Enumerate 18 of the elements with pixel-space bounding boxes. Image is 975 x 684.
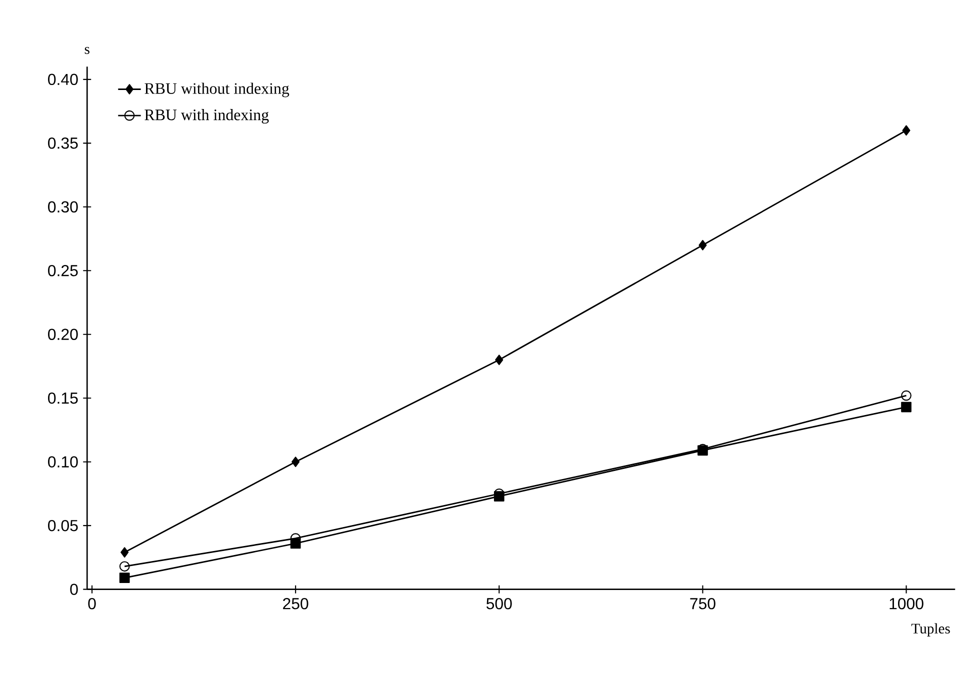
y-tick-label: 0.30 bbox=[48, 201, 78, 213]
legend-label: RBU with indexing bbox=[144, 109, 269, 124]
x-tick-label: 500 bbox=[486, 598, 512, 610]
x-tick-label: 750 bbox=[690, 598, 716, 610]
y-tick-label: 0.10 bbox=[48, 456, 78, 468]
x-tick-label: 1000 bbox=[890, 598, 924, 610]
y-tick-label: 0.05 bbox=[48, 520, 78, 532]
x-tick-label: 250 bbox=[283, 598, 308, 610]
y-tick-label: 0.25 bbox=[48, 264, 78, 276]
x-axis-title: Tuples bbox=[911, 623, 950, 636]
y-axis-title: s bbox=[84, 46, 90, 54]
y-tick-label: 0.35 bbox=[48, 138, 78, 149]
x-tick-label: 0 bbox=[88, 598, 96, 610]
y-tick-label: 0.20 bbox=[48, 328, 78, 340]
legend-label: RBU without indexing bbox=[144, 82, 290, 98]
y-tick-label: 0 bbox=[70, 584, 78, 595]
y-tick-label: 0.15 bbox=[48, 392, 78, 404]
y-tick-label: 0.40 bbox=[48, 74, 78, 86]
